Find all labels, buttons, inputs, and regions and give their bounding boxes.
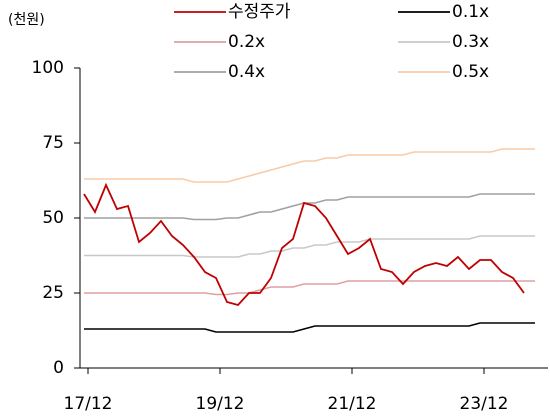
series-line [84,148,535,183]
legend-label: 0.4x [228,62,265,82]
legend-label: 수정주가 [228,2,291,22]
y-tick-label: 100 [32,58,64,78]
y-tick-label: 75 [42,133,64,153]
series-line [84,280,535,296]
legend-label: 0.1x [452,2,489,22]
legend-label: 0.5x [452,62,489,82]
series-line [84,322,535,333]
x-tick-label: 19/12 [196,394,245,414]
series-line [84,235,535,258]
legend-label: 0.2x [228,32,265,52]
y-tick-label: 0 [53,358,64,378]
x-tick-label: 17/12 [64,394,113,414]
y-tick-label: 50 [42,208,64,228]
y-tick-label: 25 [42,283,64,303]
series-line [84,193,535,221]
series-line [83,182,525,307]
x-tick-label: 21/12 [328,394,377,414]
x-tick-label: 23/12 [460,394,509,414]
legend-label: 0.3x [452,32,489,52]
unit-label: (천원) [8,12,45,28]
